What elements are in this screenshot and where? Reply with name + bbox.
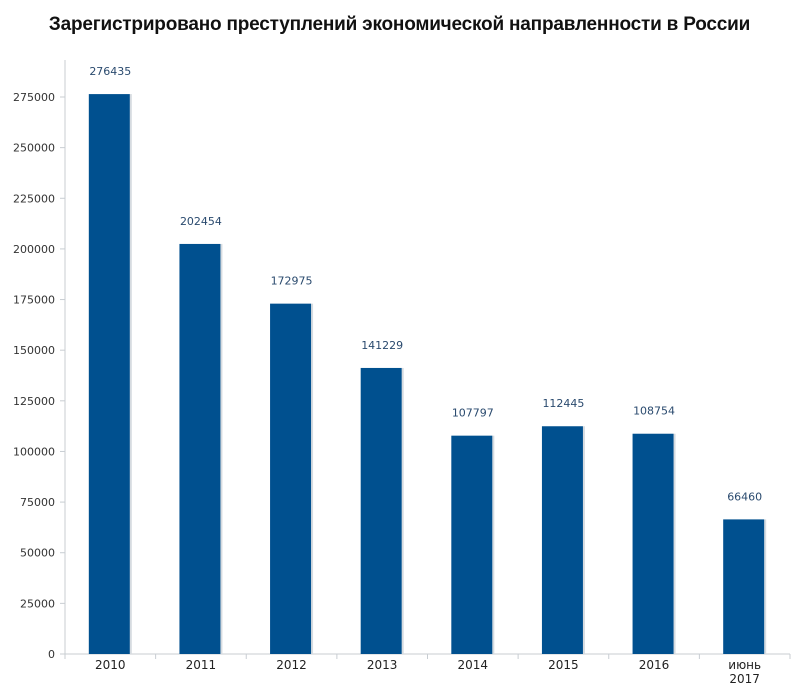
x-tick-label: июнь: [728, 658, 761, 672]
bar-shadow: [401, 367, 404, 654]
data-label: 112445: [542, 397, 584, 410]
y-axis: 0 25000 50000 75000 100000 125000 150000 175000…: [13, 60, 66, 661]
data-label: 141229: [361, 339, 403, 352]
x-tick-label: 2015: [548, 658, 579, 672]
x-tick-label: 2013: [367, 658, 398, 672]
bar-shadow: [582, 426, 585, 654]
y-tick-label: 0: [48, 648, 55, 661]
y-tick-label: 50000: [20, 547, 55, 560]
data-label: 66460: [727, 490, 762, 503]
data-label: 172975: [271, 275, 313, 288]
bar: [723, 519, 765, 654]
x-tick-label: 2017: [729, 672, 760, 686]
bar: [88, 94, 130, 654]
bar: [270, 303, 312, 654]
data-labels: 276435 202454 172975 141229 107797 112445 1087…: [89, 65, 762, 503]
y-tick-label: 25000: [20, 597, 55, 610]
bar: [541, 426, 583, 654]
bar-shadow: [220, 243, 223, 654]
bar-shadow: [673, 433, 676, 654]
bar-shadow: [311, 303, 314, 654]
data-label: 108754: [633, 405, 675, 418]
bar: [360, 367, 402, 654]
bar-shadow: [764, 519, 767, 654]
x-tick-label: 2010: [95, 658, 126, 672]
y-tick-label: 250000: [13, 142, 55, 155]
x-tick-label: 2014: [458, 658, 489, 672]
y-tick-label: 150000: [13, 344, 55, 357]
bar: [179, 243, 221, 654]
bar: [632, 433, 674, 654]
chart-title: Зарегистрировано преступлений экономичес…: [48, 14, 751, 35]
y-tick-label: 275000: [13, 91, 55, 104]
data-label: 107797: [452, 407, 494, 420]
bar-shadow: [129, 94, 132, 654]
y-tick-label: 225000: [13, 192, 55, 205]
y-tick-label: 100000: [13, 445, 55, 458]
y-tick-label: 175000: [13, 294, 55, 307]
x-tick-label: 2016: [639, 658, 670, 672]
data-label: 276435: [89, 65, 131, 78]
x-tick-label: 2012: [276, 658, 307, 672]
bars: [88, 94, 767, 654]
y-tick-label: 75000: [20, 496, 55, 509]
data-label: 202454: [180, 215, 222, 228]
y-tick-label: 125000: [13, 395, 55, 408]
y-tick-label: 200000: [13, 243, 55, 256]
bar: [451, 435, 493, 654]
x-tick-label: 2011: [186, 658, 217, 672]
bar-shadow: [492, 435, 495, 654]
